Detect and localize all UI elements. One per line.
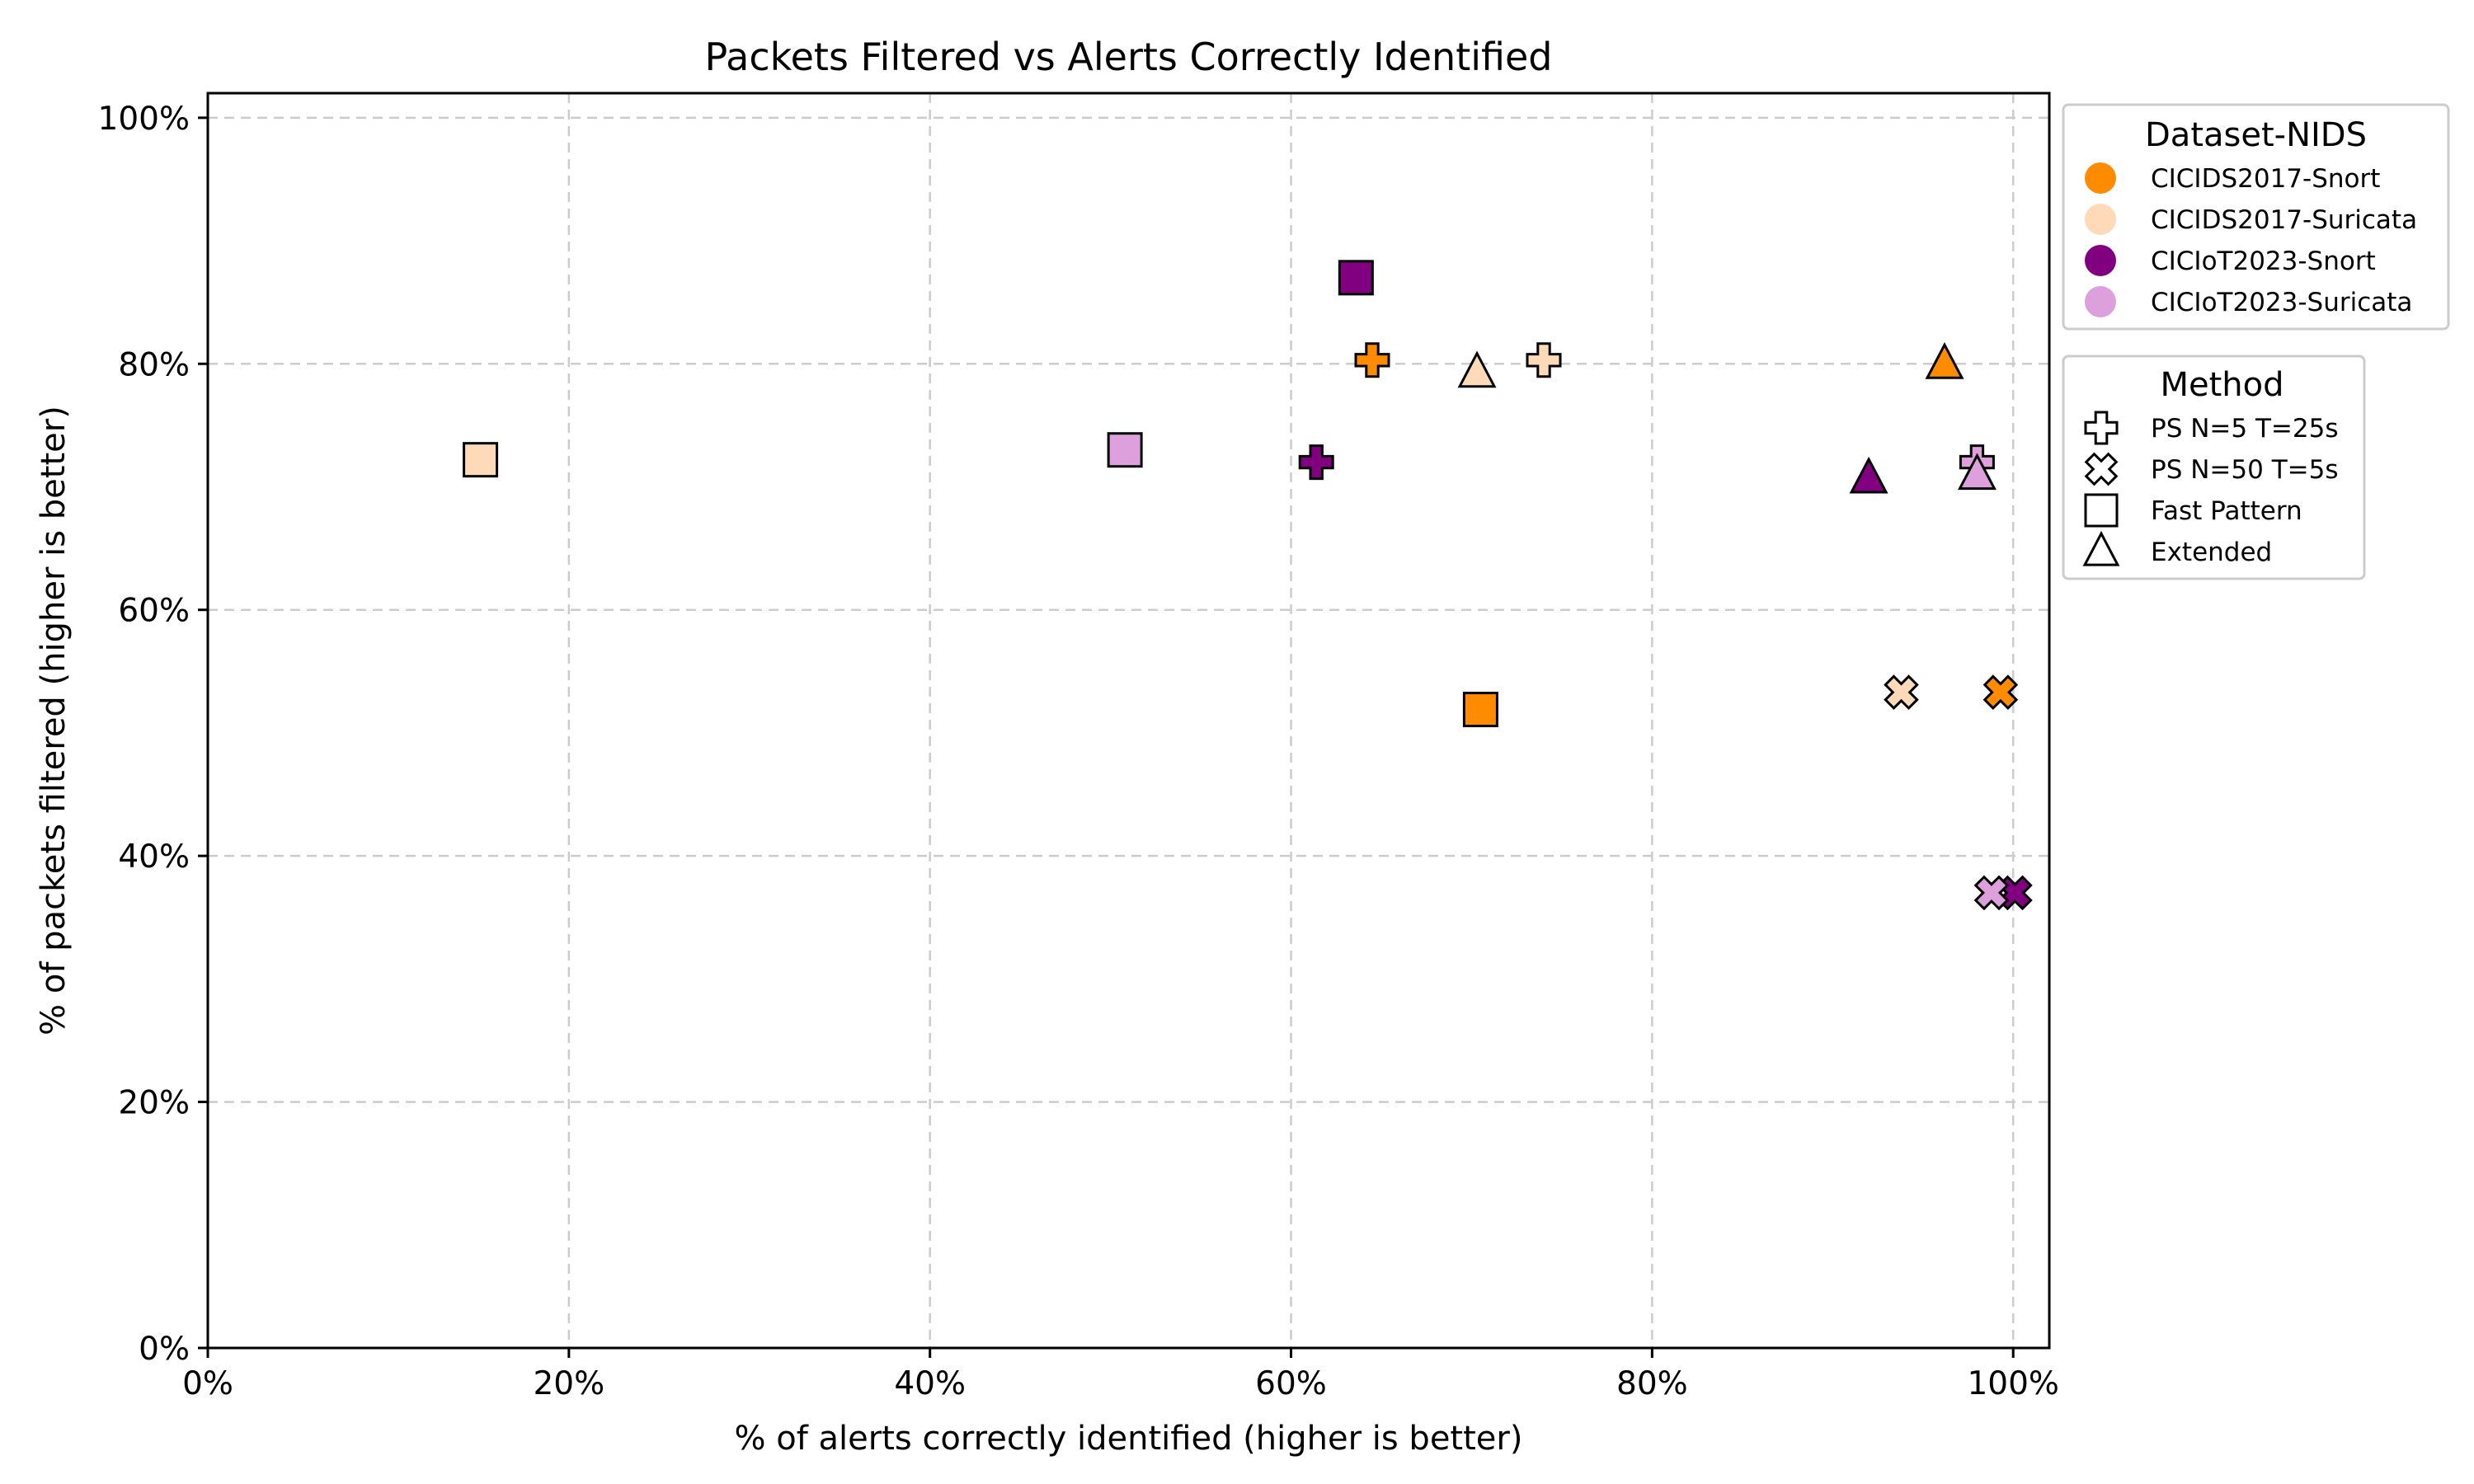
legend-method-items: PS N=5 T=25s PS N=50 T=5s Fast Pattern Exte… [2082,411,2338,567]
legend-label-fast-pattern: Fast Pattern [2151,496,2302,526]
legend-marker-ps-n-50-t-5s [2084,452,2119,486]
legend-swatch-ciciot2023-suricata [2085,286,2116,317]
x-tick-label: 80% [1616,1365,1688,1402]
point-cicids2017-suricata-extended [1457,350,1497,388]
point-cicids2017-suricata-ps-n-50-t-5s [1884,674,1919,711]
point-ciciot2023-snort-fast-pattern [1338,260,1374,296]
chart-title: Packets Filtered vs Alerts Correctly Ide… [704,35,1552,79]
legend-label-ciciot2023-snort: CICIoT2023-Snort [2151,247,2376,276]
legend-method: Method PS N=5 T=25s PS N=50 T=5s Fast Patt… [2062,355,2366,580]
y-axis-label: % of packets filtered (higher is better) [35,406,73,1036]
x-axis-label: % of alerts correctly identified (higher… [735,1420,1523,1458]
legend-label-extended: Extended [2151,538,2272,567]
legend-dataset-box [2062,103,2450,331]
legend-label-ps-n-50-t-5s: PS N=50 T=5s [2151,455,2338,485]
legend-marker-extended [2082,530,2120,566]
legend-method-title: Method [2160,366,2284,404]
plot-area-frame [206,92,2051,1350]
point-cicids2017-snort-fast-pattern [1462,692,1498,728]
y-tick-label: 60% [118,593,190,630]
legend-marker-ps-n-5-t-25s [2084,411,2119,445]
point-ciciot2023-suricata-ps-n-50-t-5s [1973,875,2010,911]
x-tick-label: 0% [182,1365,233,1402]
legend-marker-fast-pattern [2084,493,2119,528]
legend-dataset-items: CICIDS2017-Snort CICIDS2017-Suricata CICIo… [2085,162,2417,317]
x-tick-label: 60% [1255,1365,1327,1402]
axis-ticks: 0% 20% 40% 60% 80% 100% 0% 20% 40% 60% 80% 100% [98,101,2059,1402]
y-tick-label: 0% [139,1331,190,1368]
y-tick-label: 80% [118,346,190,383]
legend-label-cicids2017-snort: CICIDS2017-Snort [2151,164,2380,194]
y-tick-label: 100% [98,101,190,138]
point-cicids2017-snort-ps-n-50-t-5s [1982,674,2019,711]
y-tick-label: 40% [118,838,190,876]
legend-label-ciciot2023-suricata: CICIoT2023-Suricata [2151,288,2412,317]
y-tick-label: 20% [118,1085,190,1122]
legend-swatch-cicids2017-snort [2085,162,2116,194]
legend-label-ps-n-5-t-25s: PS N=5 T=25s [2151,414,2338,444]
legend-swatch-cicids2017-suricata [2085,204,2116,235]
point-ciciot2023-suricata-fast-pattern [1107,432,1143,468]
legend-dataset-title: Dataset-NIDS [2145,116,2367,154]
legend-label-cicids2017-suricata: CICIDS2017-Suricata [2151,205,2417,235]
data-points [463,260,2033,911]
legend-dataset-nids: Dataset-NIDS CICIDS2017-SnortCICIDS2017-… [2062,103,2450,331]
point-cicids2017-suricata-fast-pattern [463,442,499,478]
point-cicids2017-snort-extended [1925,342,1964,379]
point-cicids2017-suricata-ps-n-5-t-25s [1526,342,1562,378]
point-ciciot2023-snort-extended [1849,456,1888,494]
point-cicids2017-snort-ps-n-5-t-25s [1354,342,1390,378]
point-ciciot2023-snort-ps-n-5-t-25s [1298,444,1334,481]
legend-swatch-ciciot2023-snort [2085,245,2116,276]
legend-method-box [2062,355,2366,580]
x-tick-label: 40% [894,1365,966,1402]
x-tick-label: 20% [533,1365,604,1402]
point-ciciot2023-suricata-extended [1957,453,1997,491]
x-tick-label: 100% [1967,1365,2059,1402]
